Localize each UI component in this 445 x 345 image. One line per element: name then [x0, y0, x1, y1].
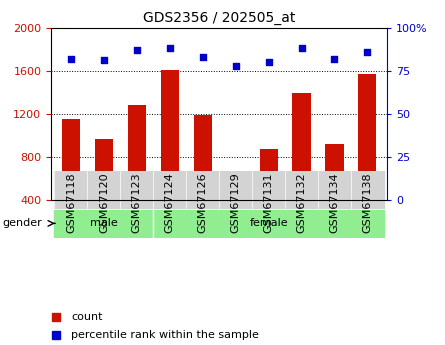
Bar: [285, 171, 318, 209]
Text: GSM67132: GSM67132: [296, 173, 307, 233]
Bar: [259, 149, 278, 200]
Bar: [252, 171, 285, 209]
Title: GDS2356 / 202505_at: GDS2356 / 202505_at: [143, 11, 295, 25]
Bar: [54, 171, 87, 209]
Bar: [292, 93, 311, 200]
Bar: [358, 74, 376, 200]
Bar: [318, 171, 351, 209]
Text: female: female: [249, 218, 288, 228]
Bar: [128, 105, 146, 200]
Point: [67, 56, 74, 61]
Text: GSM67131: GSM67131: [263, 173, 274, 233]
Bar: [351, 171, 384, 209]
Point: [166, 46, 173, 51]
Bar: [54, 210, 153, 237]
Point: [265, 59, 272, 65]
Text: male: male: [90, 218, 118, 228]
Text: GSM67118: GSM67118: [66, 173, 76, 233]
Text: percentile rank within the sample: percentile rank within the sample: [71, 331, 259, 340]
Text: GSM67129: GSM67129: [231, 173, 241, 234]
Point: [100, 58, 107, 63]
Text: GSM67126: GSM67126: [198, 173, 208, 233]
Bar: [87, 171, 120, 209]
Point: [232, 63, 239, 68]
Bar: [325, 144, 344, 200]
Bar: [227, 195, 245, 200]
Bar: [62, 119, 80, 200]
Bar: [120, 171, 153, 209]
Bar: [153, 210, 384, 237]
Point: [133, 47, 140, 53]
Bar: [153, 171, 186, 209]
Text: GSM67124: GSM67124: [165, 173, 175, 234]
Point: [298, 46, 305, 51]
Bar: [161, 70, 179, 200]
Text: GSM67120: GSM67120: [99, 173, 109, 233]
Bar: [186, 171, 219, 209]
Point: [199, 54, 206, 60]
Text: gender: gender: [2, 218, 42, 227]
Bar: [219, 171, 252, 209]
Text: GSM67134: GSM67134: [329, 173, 340, 233]
Bar: [95, 139, 113, 200]
Point: [331, 56, 338, 61]
Text: GSM67123: GSM67123: [132, 173, 142, 233]
Bar: [194, 115, 212, 200]
Point: [364, 49, 371, 55]
Text: count: count: [71, 312, 102, 322]
Text: GSM67138: GSM67138: [362, 173, 372, 233]
